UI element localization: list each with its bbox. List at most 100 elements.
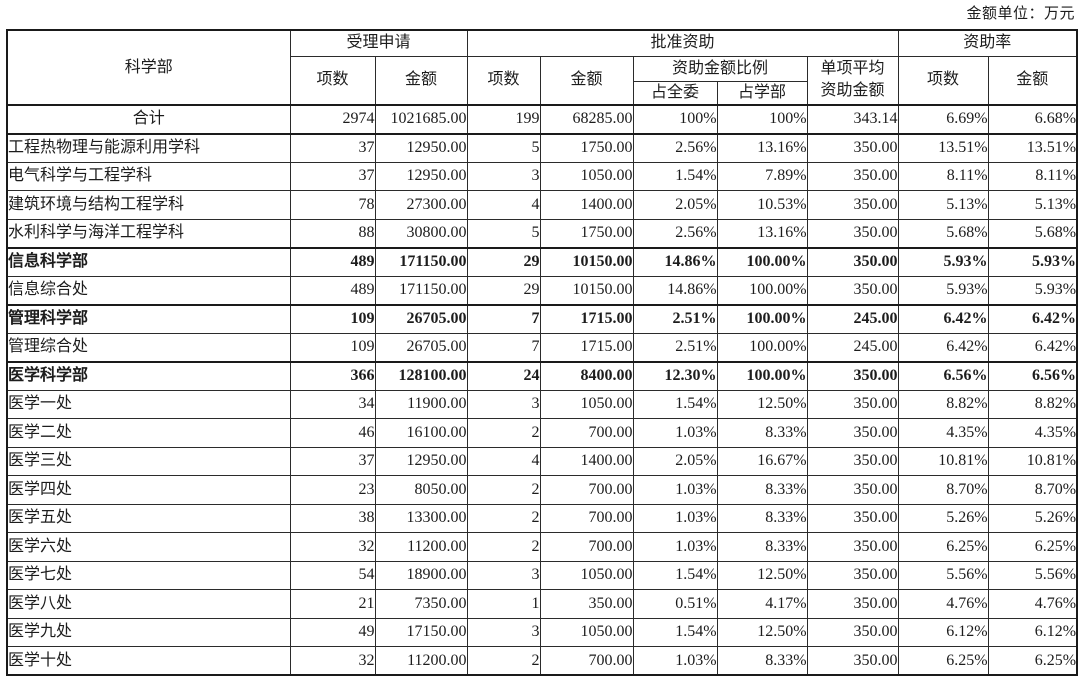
- table-row: 工程热物理与能源利用学科 37 12950.00 5 1750.00 2.56%…: [6, 132, 1078, 163]
- cell-rate-amount: 6.42%: [987, 332, 1078, 362]
- cell-average-amount: 350.00: [806, 503, 899, 533]
- cell-department: 医学七处: [6, 560, 291, 590]
- table-row: 管理科学部 109 26705.00 7 1715.00 2.51% 100.0…: [6, 303, 1078, 334]
- cell-accepted-amount: 128100.00: [374, 360, 468, 391]
- table-row: 医学九处 49 17150.00 3 1050.00 1.54% 12.50% …: [6, 617, 1078, 647]
- cell-pct-of-committee: 1.54%: [632, 389, 718, 419]
- cell-accepted-items: 37: [289, 132, 376, 163]
- cell-rate-items: 6.12%: [897, 617, 989, 647]
- cell-pct-of-department: 12.50%: [716, 560, 808, 590]
- cell-accepted-items: 88: [289, 218, 376, 248]
- cell-approved-items: 2: [466, 503, 541, 533]
- cell-approved-amount: 1715.00: [539, 332, 634, 362]
- cell-accepted-amount: 11900.00: [374, 389, 468, 419]
- cell-accepted-amount: 17150.00: [374, 617, 468, 647]
- cell-pct-of-department: 8.33%: [716, 418, 808, 448]
- cell-pct-of-committee: 1.03%: [632, 532, 718, 562]
- table-row: 建筑环境与结构工程学科 78 27300.00 4 1400.00 2.05% …: [6, 190, 1078, 220]
- cell-pct-of-committee: 1.54%: [632, 617, 718, 647]
- cell-rate-items: 13.51%: [897, 132, 989, 163]
- cell-approved-amount: 1750.00: [539, 132, 634, 163]
- table-row: 医学七处 54 18900.00 3 1050.00 1.54% 12.50% …: [6, 560, 1078, 590]
- cell-accepted-items: 37: [289, 161, 376, 191]
- cell-accepted-amount: 8050.00: [374, 475, 468, 505]
- cell-accepted-items: 49: [289, 617, 376, 647]
- cell-department: 医学四处: [6, 475, 291, 505]
- funding-stats-table: 科学部 受理申请 批准资助 资助率 项数 金额 项数 金额 资助金额比例 单项平…: [6, 29, 1079, 676]
- table-row: 管理综合处 109 26705.00 7 1715.00 2.51% 100.0…: [6, 332, 1078, 362]
- cell-approved-amount: 700.00: [539, 418, 634, 448]
- cell-approved-items: 7: [466, 332, 541, 362]
- cell-rate-amount: 5.68%: [987, 218, 1078, 248]
- header-funding-amount-ratio: 资助金额比例: [632, 55, 808, 82]
- cell-approved-amount: 1050.00: [539, 560, 634, 590]
- header-funding-rate: 资助率: [897, 29, 1078, 57]
- cell-accepted-items: 366: [289, 360, 376, 391]
- cell-pct-of-department: 10.53%: [716, 190, 808, 220]
- cell-approved-amount: 700.00: [539, 475, 634, 505]
- cell-pct-of-committee: 12.30%: [632, 360, 718, 391]
- cell-pct-of-committee: 14.86%: [632, 275, 718, 305]
- cell-rate-amount: 6.25%: [987, 646, 1078, 676]
- cell-accepted-amount: 16100.00: [374, 418, 468, 448]
- cell-approved-items: 29: [466, 275, 541, 305]
- cell-rate-amount: 5.93%: [987, 275, 1078, 305]
- cell-rate-amount: 6.25%: [987, 532, 1078, 562]
- cell-accepted-items: 37: [289, 446, 376, 476]
- cell-rate-amount: 6.56%: [987, 360, 1078, 391]
- header-average-amount: 单项平均 资助金额: [806, 55, 899, 106]
- header-approved-funding: 批准资助: [466, 29, 899, 57]
- cell-department: 医学二处: [6, 418, 291, 448]
- cell-accepted-items: 78: [289, 190, 376, 220]
- cell-rate-items: 8.70%: [897, 475, 989, 505]
- cell-rate-items: 5.93%: [897, 246, 989, 277]
- cell-pct-of-department: 8.33%: [716, 646, 808, 676]
- cell-approved-amount: 1050.00: [539, 617, 634, 647]
- cell-approved-items: 2: [466, 532, 541, 562]
- cell-rate-items: 6.25%: [897, 646, 989, 676]
- cell-average-amount: 350.00: [806, 190, 899, 220]
- cell-department: 信息科学部: [6, 246, 291, 277]
- cell-accepted-amount: 7350.00: [374, 589, 468, 619]
- cell-accepted-amount: 12950.00: [374, 132, 468, 163]
- table-row: 医学科学部 366 128100.00 24 8400.00 12.30% 10…: [6, 360, 1078, 391]
- cell-accepted-items: 54: [289, 560, 376, 590]
- header-accepted-applications: 受理申请: [289, 29, 468, 57]
- cell-rate-amount: 13.51%: [987, 132, 1078, 163]
- cell-approved-items: 7: [466, 303, 541, 334]
- cell-average-amount: 350.00: [806, 446, 899, 476]
- cell-pct-of-committee: 1.03%: [632, 418, 718, 448]
- table-row: 医学四处 23 8050.00 2 700.00 1.03% 8.33% 350…: [6, 475, 1078, 505]
- cell-department: 医学科学部: [6, 360, 291, 391]
- cell-pct-of-committee: 14.86%: [632, 246, 718, 277]
- cell-approved-items: 29: [466, 246, 541, 277]
- cell-pct-of-department: 100.00%: [716, 332, 808, 362]
- cell-department: 医学八处: [6, 589, 291, 619]
- cell-average-amount: 350.00: [806, 418, 899, 448]
- cell-accepted-amount: 11200.00: [374, 646, 468, 676]
- cell-pct-of-committee: 1.54%: [632, 560, 718, 590]
- cell-rate-amount: 10.81%: [987, 446, 1078, 476]
- table-row: 水利科学与海洋工程学科 88 30800.00 5 1750.00 2.56% …: [6, 218, 1078, 248]
- cell-approved-items: 5: [466, 218, 541, 248]
- table-row: 医学一处 34 11900.00 3 1050.00 1.54% 12.50% …: [6, 389, 1078, 419]
- cell-accepted-items: 2974: [289, 104, 376, 134]
- cell-approved-amount: 700.00: [539, 532, 634, 562]
- cell-rate-items: 5.13%: [897, 190, 989, 220]
- cell-accepted-items: 38: [289, 503, 376, 533]
- cell-average-amount: 245.00: [806, 332, 899, 362]
- cell-pct-of-department: 12.50%: [716, 617, 808, 647]
- table-row: 合计 2974 1021685.00 199 68285.00 100% 100…: [6, 104, 1078, 134]
- cell-accepted-amount: 11200.00: [374, 532, 468, 562]
- cell-rate-amount: 4.76%: [987, 589, 1078, 619]
- cell-accepted-items: 23: [289, 475, 376, 505]
- cell-rate-amount: 4.35%: [987, 418, 1078, 448]
- header-rate-amount: 金额: [987, 55, 1078, 106]
- cell-approved-amount: 1400.00: [539, 190, 634, 220]
- table-row: 医学二处 46 16100.00 2 700.00 1.03% 8.33% 35…: [6, 418, 1078, 448]
- cell-average-amount: 350.00: [806, 646, 899, 676]
- cell-accepted-items: 21: [289, 589, 376, 619]
- cell-pct-of-department: 8.33%: [716, 532, 808, 562]
- cell-approved-items: 2: [466, 475, 541, 505]
